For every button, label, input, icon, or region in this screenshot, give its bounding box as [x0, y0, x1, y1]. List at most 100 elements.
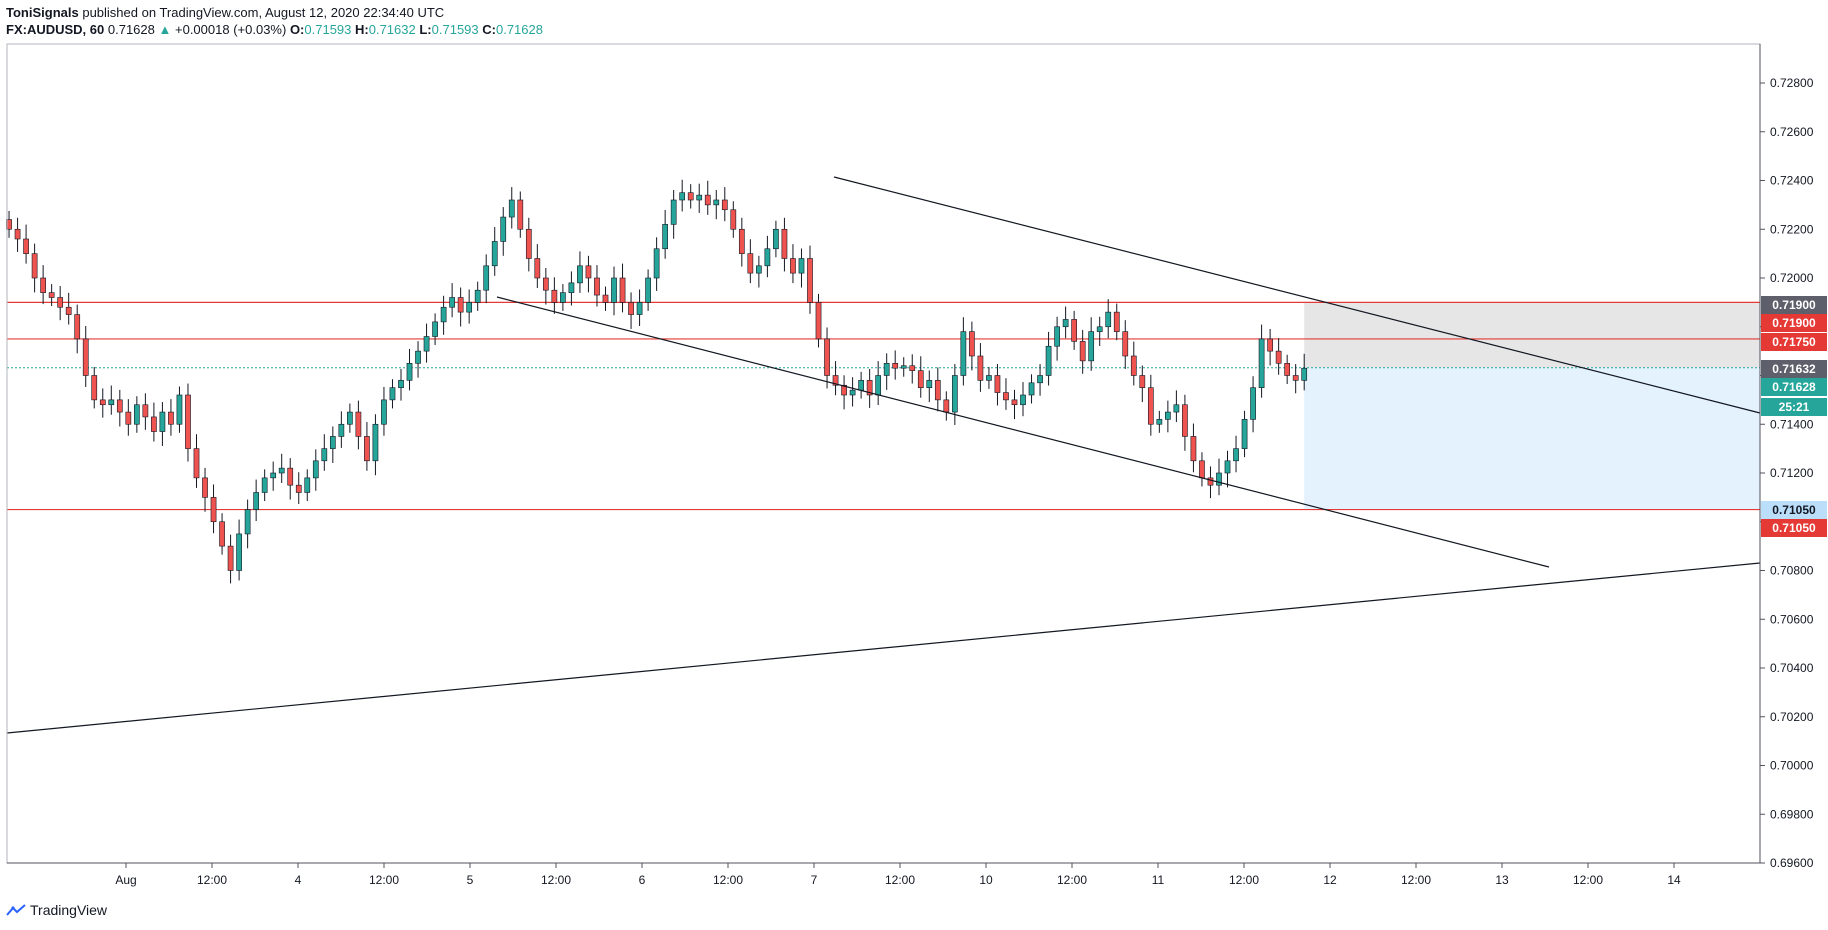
time-axis[interactable]: Aug 12:00 4 12:00 5 12:00 6 12:00 7 12:00 10 12:00 1… — [115, 863, 1681, 887]
price-badge — [1761, 378, 1827, 396]
candle-up — [1173, 404, 1180, 413]
candle-down — [210, 497, 217, 523]
price-tick-label: 0.72400 — [1770, 174, 1814, 188]
candle-up — [662, 224, 668, 250]
time-tick-label: 6 — [639, 873, 646, 887]
time-tick-label: 12:00 — [369, 873, 399, 887]
candle-down — [1267, 338, 1273, 352]
candle-up — [270, 472, 277, 479]
candle-down — [687, 192, 694, 201]
target-zone — [1304, 302, 1760, 368]
stop-zone — [1304, 367, 1760, 510]
candle-up — [312, 460, 319, 479]
candle-up — [1062, 319, 1069, 328]
candle-up — [347, 411, 353, 425]
candle-up — [1088, 331, 1095, 362]
candle-up — [474, 289, 481, 303]
candle-up — [244, 509, 251, 535]
candle-up — [108, 399, 115, 406]
candle-up — [653, 248, 660, 279]
time-tick-label: 12:00 — [1401, 873, 1431, 887]
candle-down — [1275, 350, 1282, 364]
candle-up — [1028, 382, 1035, 396]
candle-down — [142, 404, 149, 418]
candle-down — [116, 399, 123, 413]
candle-down — [534, 258, 541, 279]
candle-up — [1216, 472, 1222, 486]
candle-down — [31, 253, 38, 279]
time-tick-label: 10 — [979, 873, 993, 887]
candle-up — [696, 194, 703, 201]
candle-down — [1199, 460, 1205, 479]
time-tick-label: 12:00 — [1573, 873, 1603, 887]
price-badges: 0.71900 0.71900 0.71750 0.71632 0.71628 25:21… — [1761, 296, 1827, 537]
candle-up — [1045, 345, 1052, 376]
candle-down — [193, 448, 200, 479]
price-badge — [1761, 296, 1827, 314]
time-tick-label: 11 — [1152, 873, 1165, 887]
price-tick-label: 0.72800 — [1770, 76, 1814, 90]
candle-up — [1165, 411, 1171, 420]
candle-up — [798, 258, 805, 274]
candle-up — [611, 277, 617, 303]
trendline-upper — [833, 176, 1761, 414]
candle-down — [619, 277, 626, 303]
candle-up — [321, 448, 328, 462]
candle-up — [1224, 460, 1231, 474]
time-tick-label: 12:00 — [1057, 873, 1087, 887]
tradingview-brand[interactable]: TradingView — [6, 902, 107, 918]
last-price: 0.71628 — [107, 22, 155, 37]
candle-down — [287, 467, 294, 486]
candle-up — [1233, 448, 1239, 462]
author-name[interactable]: ToniSignals — [6, 5, 79, 20]
price-badge-label: 0.71628 — [1772, 380, 1816, 394]
candle-down — [721, 199, 728, 211]
candle-down — [151, 416, 157, 432]
price-change: +0.00018 (+0.03%) — [175, 22, 287, 37]
price-tick-label: 0.72200 — [1770, 222, 1814, 236]
candle-up — [338, 423, 345, 437]
candle-up — [1037, 375, 1043, 384]
candle-down — [1207, 477, 1214, 486]
candle-down — [525, 228, 532, 259]
price-badge — [1761, 333, 1827, 351]
trendline-support — [6, 562, 1761, 734]
price-tick-label: 0.69800 — [1770, 807, 1814, 821]
candle-down — [790, 258, 796, 274]
candle-up — [1250, 387, 1256, 420]
symbol-label[interactable]: FX:AUDUSD, 60 — [6, 22, 105, 37]
price-badge-label: 25:21 — [1779, 400, 1810, 414]
candle-down — [40, 277, 46, 293]
candle-down — [1292, 375, 1299, 381]
candle-up — [1054, 326, 1060, 347]
candle-down — [994, 375, 1001, 393]
candle-down — [585, 265, 592, 279]
candles — [6, 179, 1308, 584]
price-badge — [1761, 501, 1827, 519]
candle-down — [909, 365, 916, 371]
candle-down — [185, 394, 191, 449]
candle-down — [48, 292, 55, 298]
candle-up — [645, 277, 651, 303]
price-badge-label: 0.71632 — [1772, 362, 1816, 376]
time-tick-label: 14 — [1667, 873, 1681, 887]
candle-down — [841, 384, 847, 396]
candle-down — [1190, 436, 1197, 462]
candle-down — [781, 228, 788, 259]
candle-down — [602, 294, 609, 303]
candle-down — [1147, 387, 1154, 425]
price-axis[interactable]: 0.728000.726000.724000.722000.720000.718… — [1760, 76, 1814, 870]
low-value: 0.71593 — [431, 22, 479, 37]
low-label: L: — [419, 22, 432, 37]
time-tick-label: 12:00 — [885, 873, 915, 887]
price-tick-label: 0.72600 — [1770, 125, 1814, 139]
candle-down — [1139, 375, 1146, 388]
price-tick-label: 0.70400 — [1770, 661, 1814, 675]
candle-up — [756, 265, 762, 274]
candle-down — [943, 399, 950, 413]
candle-down — [594, 277, 600, 296]
candle-up — [568, 282, 575, 293]
candle-down — [82, 338, 89, 376]
candle-up — [304, 477, 311, 493]
